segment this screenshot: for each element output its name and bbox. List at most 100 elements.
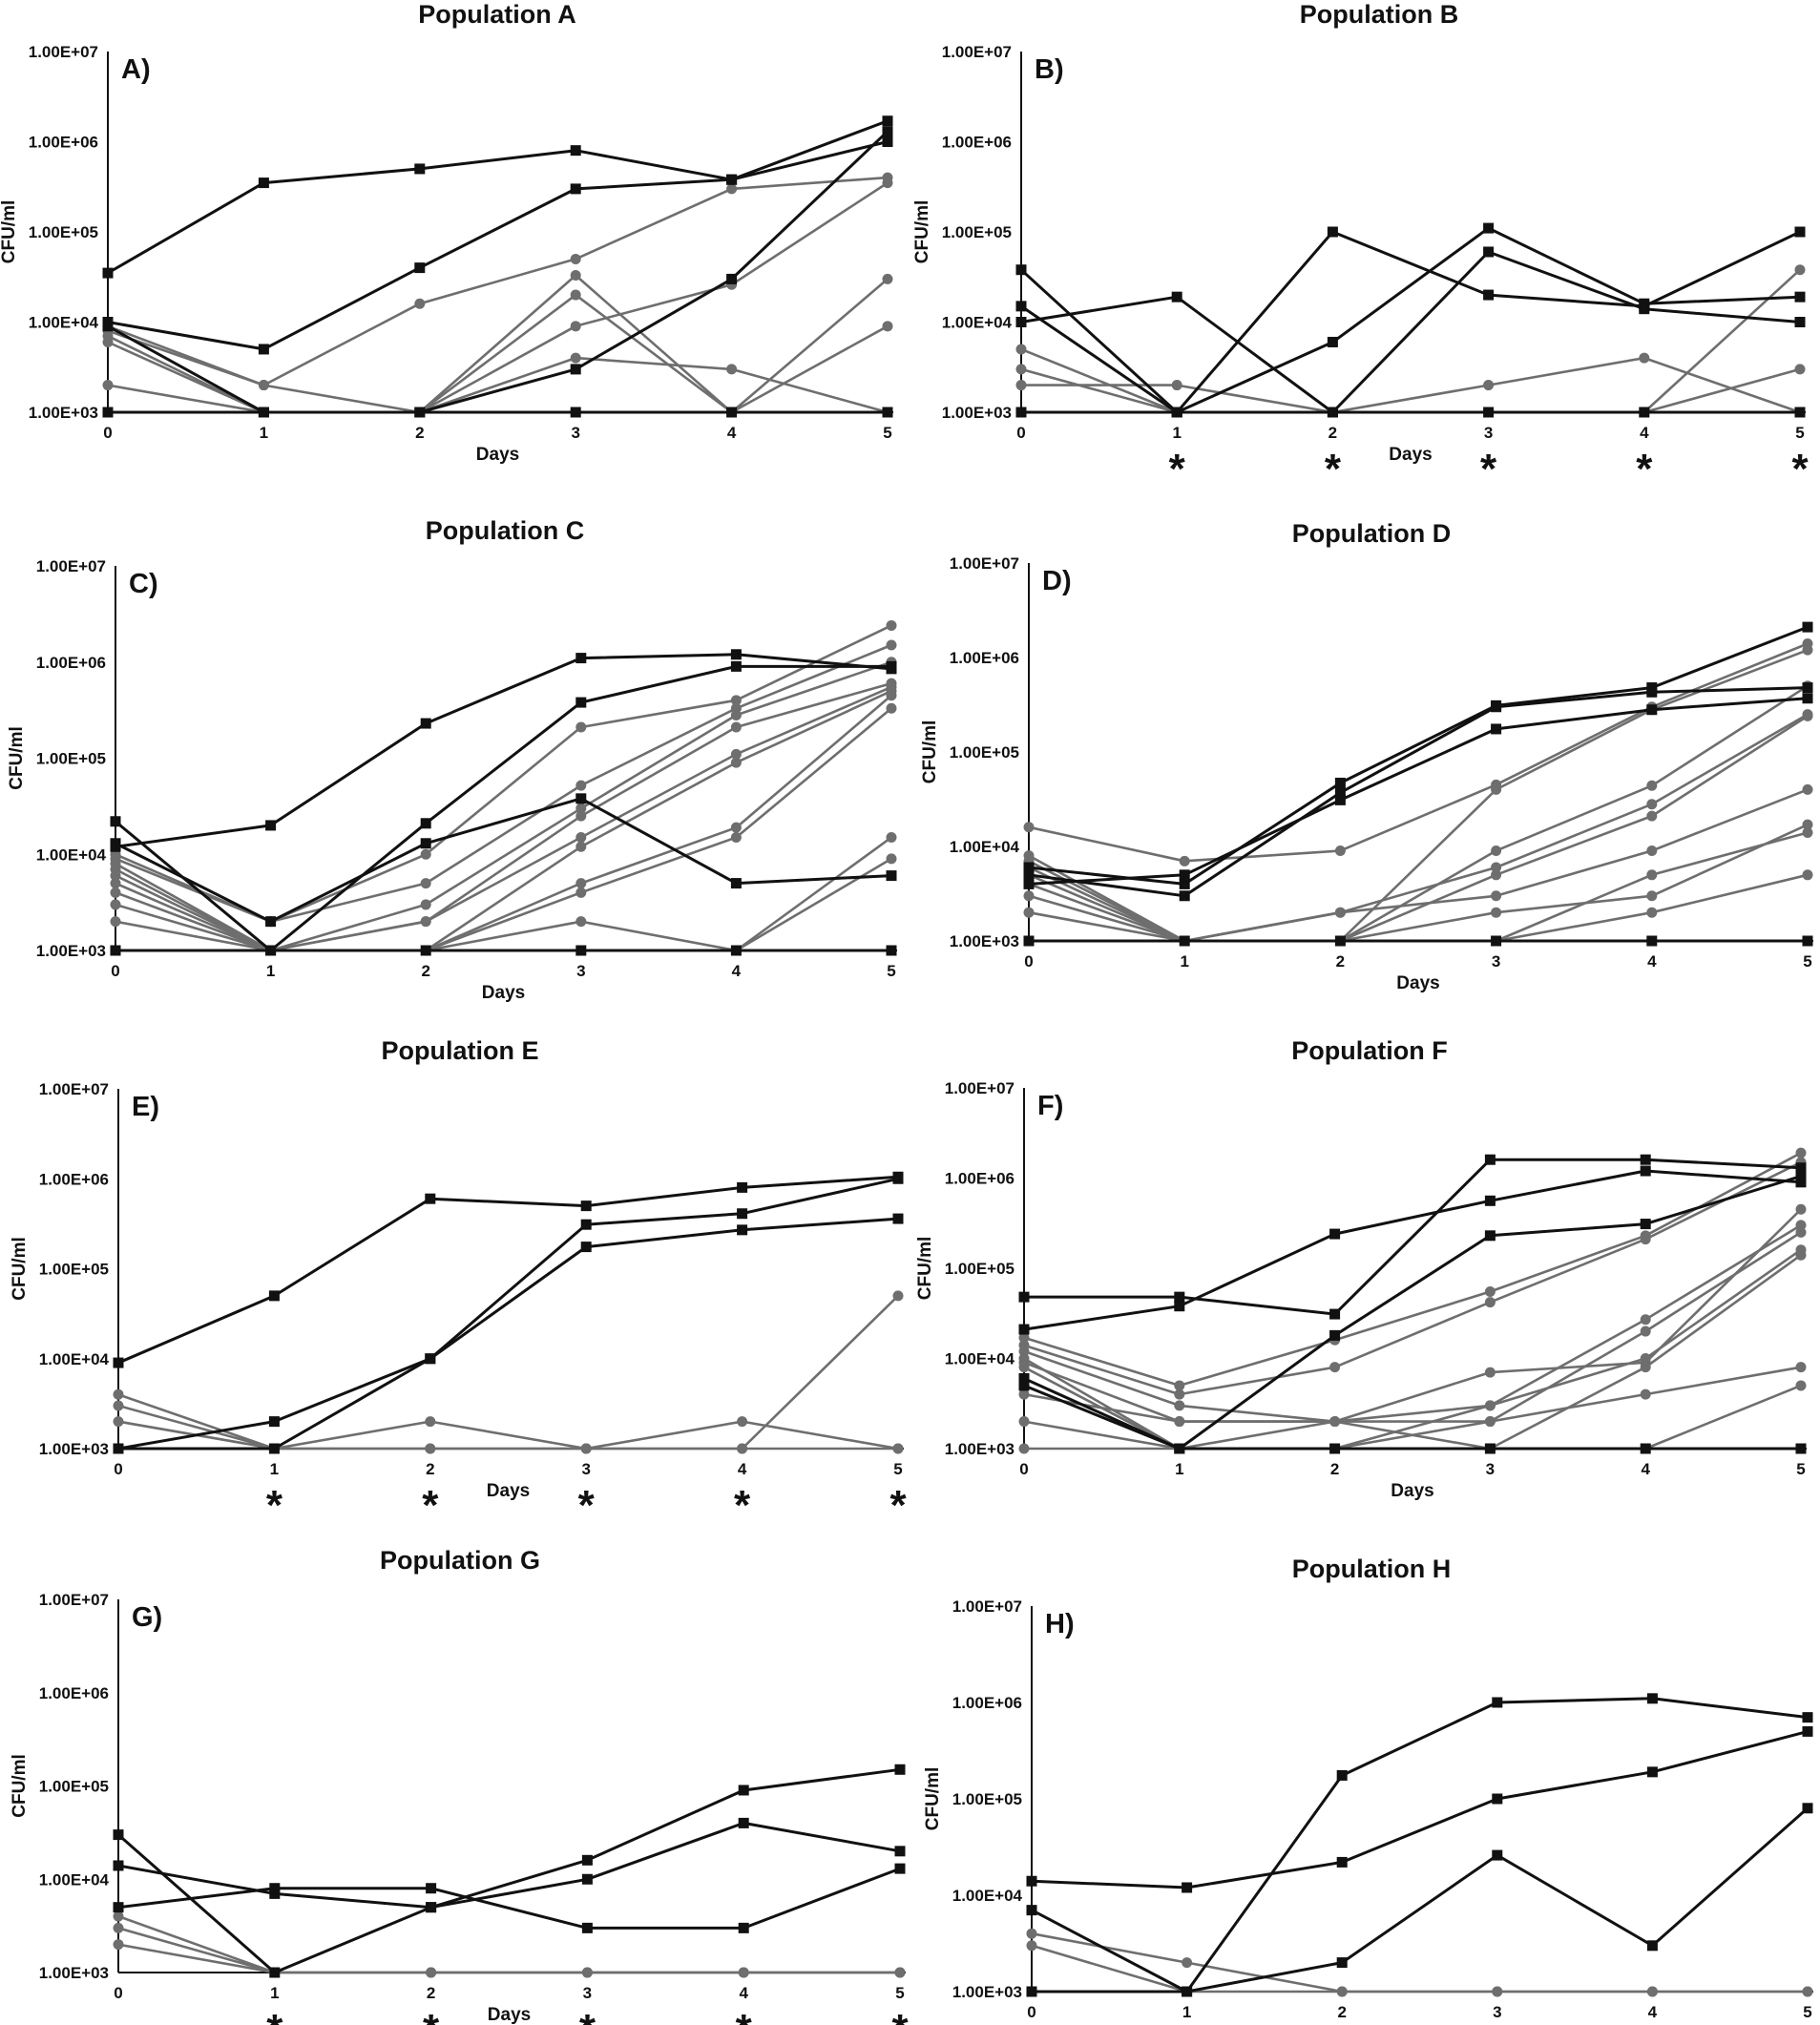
panel-f-resistant-series-line [1023,1169,1802,1331]
panel-h-x-tick-label: 2 [1337,2003,1346,2021]
panel-d-resistant-point [1179,878,1190,889]
panel-b-resistant-point [1327,407,1338,418]
panel-b-x-tick-label: 3 [1484,424,1493,442]
panel-f-x-tick-label: 4 [1641,1460,1650,1478]
panel-e-resistant-point [892,1213,904,1224]
panel-h-resistant-point [1336,1856,1348,1868]
panel-c-y-tick-label: 1.00E+07 [36,557,106,575]
panel-e-susceptible-point [737,1443,748,1454]
panel-c-x-tick-label: 3 [576,962,585,980]
panel-h-resistant-point [1802,1725,1813,1737]
panel-c-susceptible-point [575,803,587,814]
panel-b-resistant-point [1794,407,1806,418]
panel-h-resistant-point [1182,1882,1193,1893]
panel-c-susceptible-point [420,916,431,928]
panel-h-y-axis-title: CFU/ml [923,1767,943,1831]
panel-f-resistant-point [1018,1372,1030,1384]
panel-a-resistant-series-line [107,140,889,351]
panel-e-susceptible-point [425,1416,436,1428]
panel-b-susceptible-series-line [1020,347,1801,414]
panel-e-y-axis-title: CFU/ml [10,1237,30,1301]
panel-e-resistant-point [425,1193,436,1204]
panel-g-significance-marker: * [423,2006,440,2025]
panel-g-susceptible-series-line [117,1943,900,1974]
panel-h-resistant-point [1026,1905,1037,1916]
panel-g-resistant-series-line [117,1821,901,1910]
panel-c-susceptible-point [110,916,121,928]
panel-h-resistant-point [1802,1803,1813,1814]
panel-b-resistant-series-line [1020,250,1801,414]
panel-c-resistant-point [265,916,277,928]
panel-d-y-axis-title: CFU/ml [920,720,940,784]
panel-e-significance-marker: * [266,1482,283,1529]
panel-d-susceptible-point [1802,827,1813,839]
panel-e-resistant-point [268,1416,280,1428]
panel-f-resistant-point [1329,1329,1341,1341]
panel-h-resistant-point [1802,1712,1813,1723]
panel-f-susceptible-point [1795,1380,1807,1391]
panel-h-x-tick-label: 4 [1648,2003,1658,2021]
panel-c-susceptible-point [730,748,742,760]
panel-a-resistant-point [570,364,581,375]
panel-g-y-tick-label: 1.00E+04 [39,1870,110,1889]
panel-f-resistant-point [1174,1291,1185,1303]
panel-e-x-tick-label: 1 [270,1460,279,1478]
panel-f-susceptible-point [1484,1297,1496,1308]
panel-c-resistant-point [730,878,742,889]
panel-a-title: Population A [418,0,575,29]
panel-a-x-tick-label: 0 [103,424,112,442]
panel-c-susceptible-point [730,822,742,833]
panel-f-resistant-point [1018,1380,1030,1391]
panel-c-susceptible-point [575,887,587,898]
panel-d-resistant-point [1646,686,1658,698]
panel-f-susceptible-series-line [1023,1152,1802,1388]
panel-d-y-tick-label: 1.00E+05 [950,743,1019,762]
panel-f-resistant-point [1018,1291,1030,1303]
panel-b-resistant-point [1327,336,1338,347]
panel-f-y-tick-label: 1.00E+05 [945,1260,1015,1278]
panel-h-susceptible-point [1802,1986,1813,1997]
panel-f-susceptible-point [1174,1380,1185,1391]
panel-a-y-tick-label: 1.00E+03 [29,404,98,422]
panel-c-susceptible-point [575,721,587,733]
panel-d-resistant-point [1179,935,1190,947]
panel-f-susceptible-point [1640,1234,1651,1245]
panel-c-susceptible-point [886,690,897,701]
panel-h-susceptible-point [1026,1940,1037,1952]
panel-c-susceptible-point [110,899,121,910]
panel-e-resistant-series-line [117,1175,899,1365]
panel-a-y-tick-label: 1.00E+04 [29,314,99,332]
panel-g-resistant-point [738,1785,749,1796]
panel-a-resistant-point [882,126,893,137]
panel-b-resistant-point [1327,226,1338,238]
panel-f-susceptible-point [1174,1400,1185,1411]
panel-d-y-tick-label: 1.00E+06 [950,649,1019,667]
panel-a-susceptible-point [570,270,581,282]
panel-c-susceptible-point [886,639,897,651]
panel-g-resistant-series-line [117,1767,901,1974]
panel-e-resistant-point [113,1443,124,1454]
panel-d-susceptible-series-line [1028,715,1809,943]
panel-a-susceptible-series-line [107,293,889,414]
panel-f-resistant-point [1174,1301,1185,1312]
panel-c-y-tick-label: 1.00E+05 [36,750,106,768]
panel-d-susceptible-point [1491,890,1502,902]
panel-f-resistant-series-line [1023,1384,1801,1451]
panel-a-resistant-point [258,407,269,418]
panel-a-susceptible-series-line [107,356,889,414]
panel-g-susceptible-point [113,1939,124,1951]
panel-b-significance-marker: * [1791,446,1809,492]
panel-b-y-tick-label: 1.00E+06 [942,134,1012,152]
panel-e-y-tick-label: 1.00E+03 [39,1440,109,1458]
panel-a-x-tick-label: 3 [571,424,579,442]
panel-h-y-tick-label: 1.00E+07 [952,1597,1022,1616]
panel-d-label: D) [1042,566,1072,596]
panel-g-x-tick-label: 4 [739,1984,748,2002]
panel-c-resistant-point [420,718,431,729]
panel-g-resistant-point [894,1863,906,1874]
panel-c-susceptible-point [420,899,431,910]
panel-h-resistant-series-line [1031,1729,1809,1889]
panel-c-resistant-point [575,697,587,708]
panel-b-susceptible-point [1794,264,1806,276]
panel-d-y-tick-label: 1.00E+03 [950,932,1019,950]
